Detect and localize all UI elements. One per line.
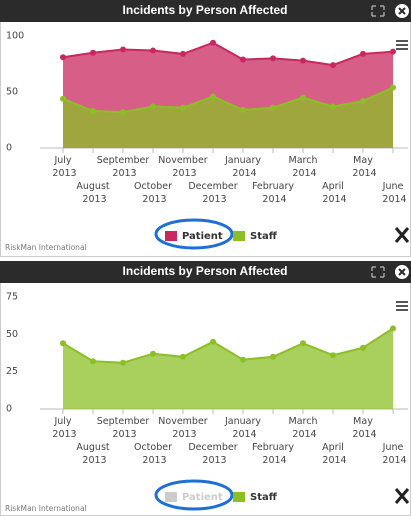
point-marker: [240, 57, 246, 63]
legend-swatch[interactable]: [233, 231, 245, 241]
y-tick-label: 75: [6, 292, 18, 303]
point-marker: [90, 50, 96, 56]
credit: RiskMan International: [5, 243, 87, 252]
legend-swatch[interactable]: [165, 231, 177, 241]
point-marker: [330, 62, 336, 68]
dashboard: Incidents by Person Affected RiskMan Inte…: [0, 0, 411, 516]
point-marker: [150, 104, 156, 110]
point-marker: [360, 345, 366, 351]
point-marker: [390, 85, 396, 91]
point-marker: [60, 54, 66, 60]
point-marker: [300, 340, 306, 346]
point-marker: [150, 351, 156, 357]
point-marker: [120, 109, 126, 115]
legend-swatch[interactable]: [233, 492, 245, 502]
legend-label[interactable]: Patient: [182, 492, 223, 503]
point-marker: [150, 48, 156, 54]
y-tick-label: 50: [6, 87, 18, 98]
point-marker: [90, 108, 96, 114]
credit: RiskMan International: [5, 504, 87, 513]
point-marker: [90, 358, 96, 364]
chart-title: Incidents by Person Affected: [123, 3, 288, 17]
point-marker: [270, 354, 276, 360]
legend-swatch[interactable]: [165, 492, 177, 502]
close-icon[interactable]: [395, 265, 409, 279]
point-marker: [210, 93, 216, 99]
point-marker: [240, 357, 246, 363]
y-tick-label: 0: [6, 404, 12, 415]
point-marker: [210, 40, 216, 46]
point-marker: [60, 340, 66, 346]
point-marker: [360, 51, 366, 57]
legend-label[interactable]: Staff: [250, 231, 278, 242]
y-tick-label: 100: [6, 31, 24, 42]
point-marker: [120, 360, 126, 366]
point-marker: [360, 98, 366, 104]
chart-title: Incidents by Person Affected: [123, 264, 288, 278]
point-marker: [300, 58, 306, 64]
point-marker: [390, 49, 396, 55]
point-marker: [270, 105, 276, 111]
point-marker: [60, 96, 66, 102]
point-marker: [390, 325, 396, 331]
point-marker: [120, 46, 126, 52]
legend-label[interactable]: Patient: [182, 231, 223, 242]
point-marker: [240, 107, 246, 113]
y-tick-label: 25: [6, 366, 18, 377]
point-marker: [180, 105, 186, 111]
point-marker: [270, 55, 276, 61]
point-marker: [210, 339, 216, 345]
legend-label[interactable]: Staff: [250, 492, 278, 503]
point-marker: [180, 51, 186, 57]
y-tick-label: 0: [6, 143, 12, 154]
point-marker: [180, 354, 186, 360]
point-marker: [330, 352, 336, 358]
y-tick-label: 50: [6, 329, 18, 340]
close-icon[interactable]: [395, 4, 409, 18]
point-marker: [300, 95, 306, 101]
point-marker: [330, 104, 336, 110]
